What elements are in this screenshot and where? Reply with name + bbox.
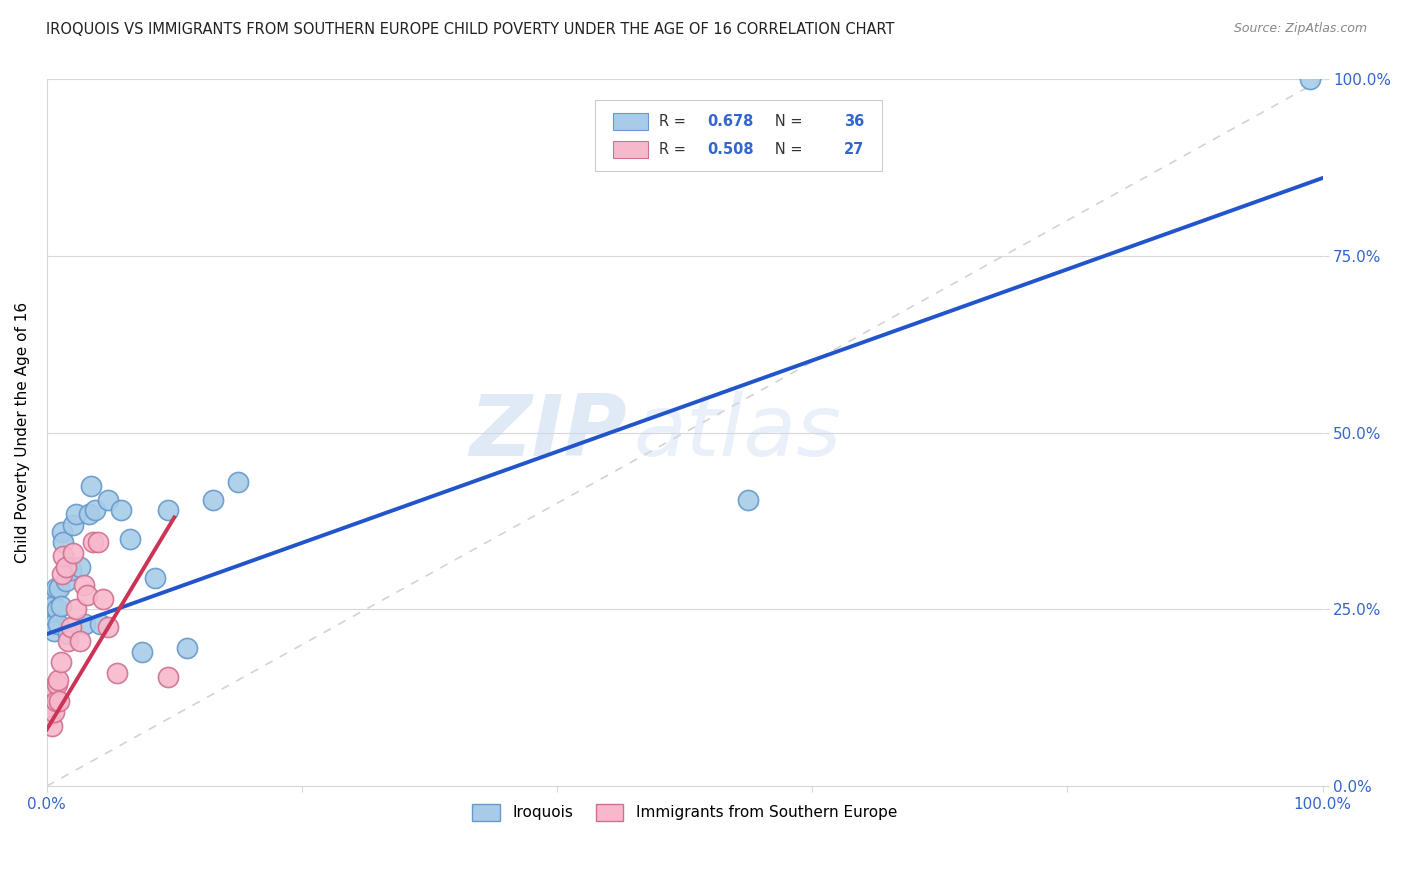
Point xyxy=(51,524,73,539)
Legend: Iroquois, Immigrants from Southern Europe: Iroquois, Immigrants from Southern Europ… xyxy=(467,797,903,827)
Point xyxy=(62,546,84,560)
Point xyxy=(737,492,759,507)
Text: 0.508: 0.508 xyxy=(707,142,754,157)
Point xyxy=(45,694,67,708)
Point xyxy=(156,669,179,683)
Y-axis label: Child Poverty Under the Age of 16: Child Poverty Under the Age of 16 xyxy=(15,302,30,563)
Point xyxy=(76,588,98,602)
Point xyxy=(58,627,80,641)
Text: N =: N = xyxy=(761,114,807,129)
Point xyxy=(91,591,114,606)
Text: IROQUOIS VS IMMIGRANTS FROM SOUTHERN EUROPE CHILD POVERTY UNDER THE AGE OF 16 CO: IROQUOIS VS IMMIGRANTS FROM SOUTHERN EUR… xyxy=(46,22,894,37)
Point xyxy=(49,599,72,613)
Text: 27: 27 xyxy=(844,142,865,157)
Point xyxy=(41,719,63,733)
Text: ZIP: ZIP xyxy=(470,391,627,474)
Point xyxy=(48,581,70,595)
Point xyxy=(69,634,91,648)
Text: R =: R = xyxy=(659,114,690,129)
Point xyxy=(82,535,104,549)
Point xyxy=(65,602,87,616)
Point xyxy=(156,503,179,517)
Point xyxy=(39,708,62,723)
Point xyxy=(52,549,75,564)
Text: N =: N = xyxy=(761,142,807,157)
Point xyxy=(55,574,77,588)
Text: 0.678: 0.678 xyxy=(707,114,754,129)
Point xyxy=(59,620,82,634)
Point xyxy=(44,616,66,631)
Point xyxy=(59,564,82,578)
Point xyxy=(201,492,224,507)
Point xyxy=(44,624,66,638)
Point xyxy=(118,532,141,546)
Point xyxy=(80,478,103,492)
Point xyxy=(46,673,69,687)
Point xyxy=(105,666,128,681)
Point xyxy=(49,656,72,670)
FancyBboxPatch shape xyxy=(595,100,883,171)
Point xyxy=(69,560,91,574)
Point xyxy=(143,570,166,584)
Point xyxy=(48,694,70,708)
Point xyxy=(97,492,120,507)
Point xyxy=(89,616,111,631)
Point xyxy=(44,705,66,719)
Point xyxy=(226,475,249,489)
Point xyxy=(73,616,96,631)
Point xyxy=(86,535,108,549)
Point xyxy=(73,577,96,591)
Point xyxy=(38,609,60,624)
Text: atlas: atlas xyxy=(634,391,842,474)
Point xyxy=(46,616,69,631)
FancyBboxPatch shape xyxy=(613,113,648,130)
Point xyxy=(37,616,59,631)
Point xyxy=(42,680,65,694)
Point xyxy=(58,634,80,648)
Point xyxy=(42,599,65,613)
Text: Source: ZipAtlas.com: Source: ZipAtlas.com xyxy=(1233,22,1367,36)
Point xyxy=(110,503,132,517)
Point xyxy=(38,694,60,708)
Point xyxy=(65,507,87,521)
Point xyxy=(1299,72,1322,87)
Point xyxy=(97,620,120,634)
Point xyxy=(55,560,77,574)
Point xyxy=(45,676,67,690)
Text: R =: R = xyxy=(659,142,690,157)
Point xyxy=(39,588,62,602)
Point xyxy=(51,567,73,582)
Point xyxy=(52,535,75,549)
Point xyxy=(45,602,67,616)
Point xyxy=(62,517,84,532)
Text: 36: 36 xyxy=(844,114,865,129)
Point xyxy=(131,645,153,659)
Point xyxy=(176,641,198,656)
FancyBboxPatch shape xyxy=(613,141,648,158)
Point xyxy=(77,507,100,521)
Point xyxy=(37,708,59,723)
Point xyxy=(41,591,63,606)
Point xyxy=(84,503,107,517)
Point xyxy=(45,581,67,595)
